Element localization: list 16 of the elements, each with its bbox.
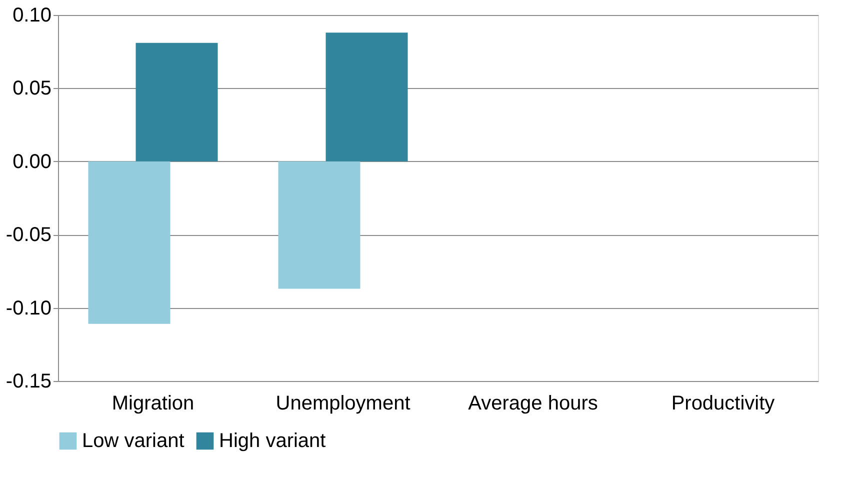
- y-tick-label: -0.15: [6, 370, 52, 392]
- bar: [88, 161, 170, 324]
- y-tick-label: 0.00: [12, 150, 52, 173]
- bar: [326, 32, 408, 162]
- x-tick-label: Productivity: [671, 392, 775, 414]
- bar: [278, 161, 360, 289]
- y-tick-label: -0.10: [6, 297, 52, 320]
- bar: [136, 42, 218, 162]
- x-tick-label: Migration: [112, 392, 194, 414]
- legend-label: Low variant: [82, 430, 185, 452]
- legend-label: High variant: [219, 430, 326, 452]
- x-tick-label: Average hours: [468, 392, 598, 414]
- y-tick-label: 0.05: [12, 78, 52, 100]
- y-tick-label: -0.05: [6, 224, 52, 246]
- x-tick-label: Unemployment: [276, 392, 411, 414]
- y-tick-label: 0.10: [12, 4, 52, 26]
